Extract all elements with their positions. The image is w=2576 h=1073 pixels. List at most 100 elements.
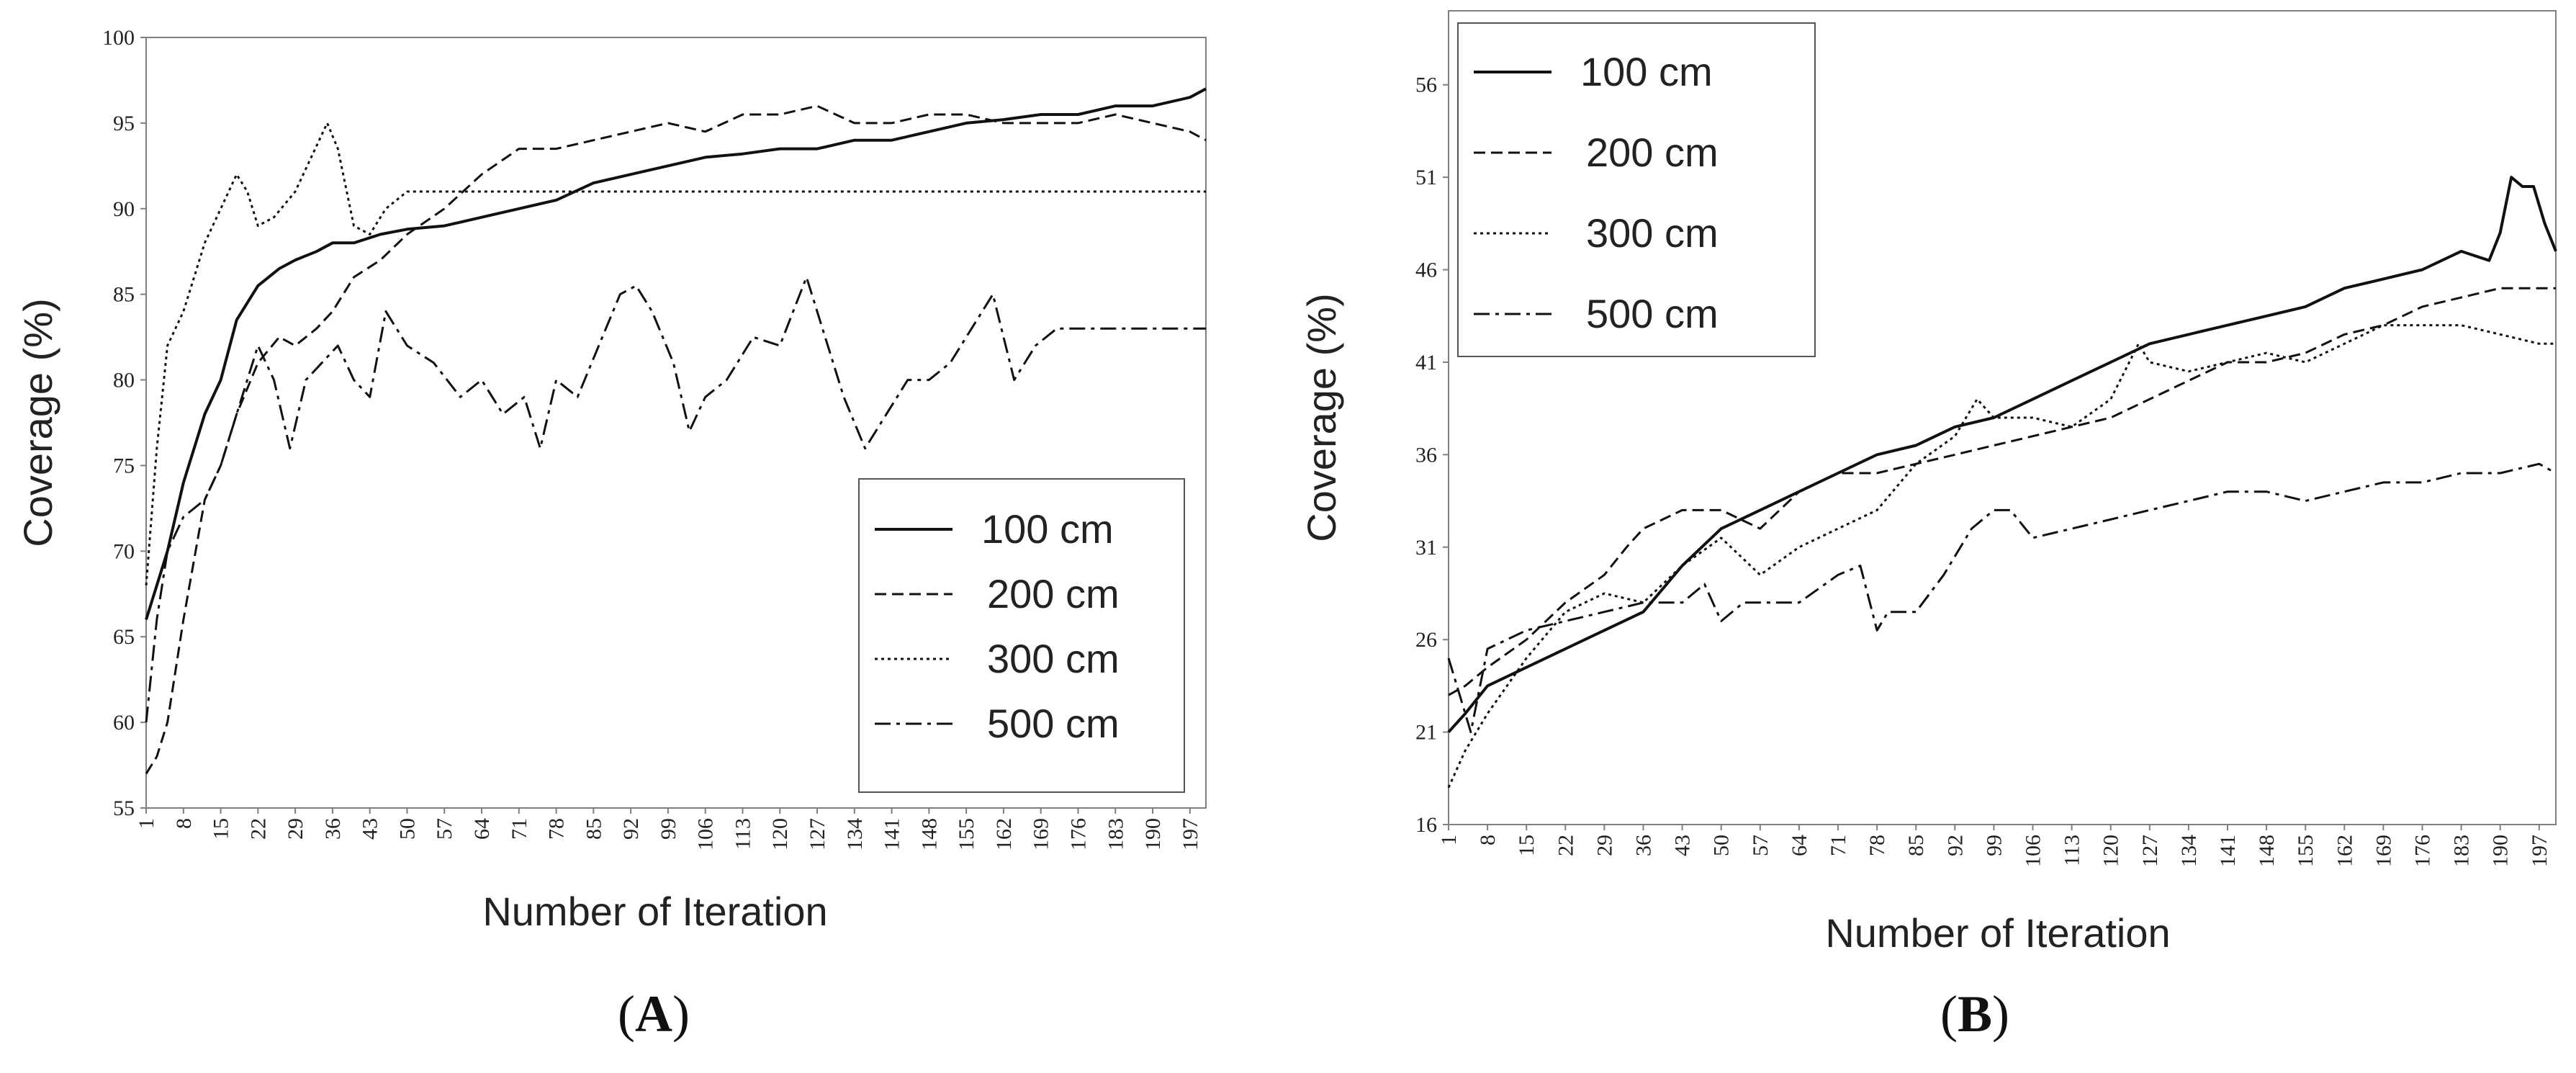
- x-tick-label: 106: [2022, 835, 2045, 867]
- x-tick-label: 162: [2333, 835, 2356, 867]
- y-tick-label: 60: [113, 711, 135, 735]
- y-tick-label: 90: [113, 197, 135, 221]
- x-tick-label: 78: [545, 818, 569, 840]
- legend-label: 300 cm: [1586, 210, 1719, 256]
- legend-label: 100 cm: [1580, 49, 1713, 94]
- panel-label: (B): [1940, 985, 2009, 1043]
- x-tick-label: 36: [321, 818, 345, 840]
- y-tick-label: 95: [113, 112, 135, 135]
- x-tick-label: 113: [731, 818, 755, 850]
- x-axis-title: Number of Iteration: [1825, 910, 2170, 956]
- x-tick-label: 50: [1710, 835, 1734, 856]
- y-tick-label: 75: [113, 454, 135, 477]
- x-tick-label: 57: [433, 818, 456, 840]
- x-tick-label: 197: [1179, 818, 1202, 850]
- legend: 100 cm 200 cm 300 cm 500 cm: [858, 478, 1185, 793]
- x-tick-label: 190: [1141, 818, 1165, 850]
- x-tick-label: 106: [694, 818, 718, 850]
- x-tick-label: 120: [2099, 835, 2123, 867]
- x-tick-label: 127: [2138, 835, 2162, 867]
- x-tick-label: 141: [2216, 835, 2240, 867]
- y-axis-title: Coverage (%): [1299, 293, 1344, 542]
- series-line-200-cm: [145, 104, 1207, 775]
- y-tick-label: 55: [113, 796, 135, 820]
- x-axis-title: Number of Iteration: [482, 889, 827, 934]
- x-tick-label: 148: [917, 818, 941, 850]
- x-tick-label: 43: [359, 818, 382, 840]
- x-tick-label: 92: [619, 818, 643, 840]
- y-tick-label: 65: [113, 625, 135, 649]
- x-tick-label: 134: [2177, 835, 2201, 867]
- x-tick-label: 15: [210, 818, 233, 840]
- y-tick-label: 26: [1415, 628, 1437, 652]
- legend-box: [1457, 22, 1816, 357]
- x-tick-label: 57: [1749, 835, 1773, 856]
- y-tick-label: 51: [1415, 166, 1437, 189]
- x-tick-label: 162: [992, 818, 1016, 850]
- x-tick-label: 22: [246, 818, 270, 840]
- x-tick-label: 1: [135, 818, 158, 829]
- x-tick-label: 85: [1904, 835, 1928, 856]
- y-tick-label: 100: [102, 26, 135, 50]
- x-tick-label: 99: [1982, 835, 2006, 856]
- panel-a-chart: 55 60 65 70 75 80 85 90 95 100 1 8 15 22 29 36 43 50 57 64 7…: [15, 26, 1207, 1043]
- y-tick-label: 85: [113, 283, 135, 307]
- x-tick-label: 64: [1788, 835, 1811, 856]
- x-tick-label: 155: [955, 818, 978, 850]
- y-tick-label: 36: [1415, 443, 1437, 467]
- x-tick-label: 8: [1476, 835, 1500, 845]
- x-tick-label: 176: [2411, 835, 2435, 867]
- x-tick-label: 50: [395, 818, 419, 840]
- legend-label: 200 cm: [1586, 130, 1719, 175]
- x-tick-label: 197: [2528, 835, 2552, 867]
- x-tick-label: 169: [2372, 835, 2395, 867]
- series-line-300-cm: [1447, 324, 2556, 789]
- y-tick-label: 46: [1415, 259, 1437, 282]
- x-tick-label: 148: [2255, 835, 2279, 867]
- y-axis-title: Coverage (%): [15, 298, 60, 547]
- x-tick-label: 169: [1030, 818, 1053, 850]
- legend-label: 500 cm: [1586, 291, 1719, 336]
- series-line-100-cm: [1447, 176, 2557, 733]
- legend: 100 cm 200 cm 300 cm 500 cm: [1457, 22, 1816, 357]
- legend-label: 200 cm: [987, 571, 1120, 616]
- panel-label: (A): [618, 985, 690, 1043]
- x-tick-label: 127: [806, 818, 829, 850]
- legend-label: 100 cm: [981, 506, 1114, 552]
- y-tick-label: 70: [113, 539, 135, 563]
- series-line-500-cm: [145, 276, 1206, 723]
- x-tick-label: 120: [768, 818, 792, 850]
- x-tick-label: 183: [1104, 818, 1127, 850]
- x-tick-label: 141: [881, 818, 904, 850]
- y-tick-label: 41: [1415, 351, 1437, 374]
- x-tick-label: 183: [2450, 835, 2474, 867]
- legend-label: 500 cm: [987, 701, 1120, 746]
- x-tick-label: 15: [1515, 835, 1539, 856]
- x-tick-label: 22: [1554, 835, 1577, 856]
- y-tick-label: 16: [1415, 813, 1437, 837]
- series-line-300-cm: [145, 122, 1206, 586]
- x-tick-label: 71: [1827, 835, 1850, 856]
- y-tick-label: 80: [113, 369, 135, 392]
- series-line-200-cm: [1448, 287, 2556, 696]
- x-tick-label: 176: [1066, 818, 1090, 850]
- x-tick-label: 155: [2294, 835, 2318, 867]
- x-tick-label: 92: [1943, 835, 1967, 856]
- panel-b-chart: 16 21 26 31 36 41 46 51 56 1 8 15 22 29 36 43 50 57 64 71 78…: [1299, 10, 2557, 1043]
- x-tick-label: 99: [657, 818, 680, 840]
- x-tick-label: 36: [1632, 835, 1656, 856]
- x-tick-label: 78: [1865, 835, 1889, 856]
- y-tick-label: 31: [1415, 536, 1437, 560]
- x-tick-label: 85: [582, 818, 605, 840]
- x-tick-label: 43: [1671, 835, 1695, 856]
- legend-label: 300 cm: [987, 636, 1120, 681]
- x-tick-label: 71: [508, 818, 531, 840]
- legend-box: [858, 478, 1185, 793]
- y-tick-label: 21: [1415, 721, 1437, 745]
- x-tick-label: 113: [2061, 835, 2084, 866]
- x-tick-label: 134: [843, 818, 867, 850]
- x-tick-label: 8: [172, 818, 196, 829]
- x-tick-label: 1: [1437, 835, 1461, 845]
- x-tick-label: 29: [284, 818, 307, 840]
